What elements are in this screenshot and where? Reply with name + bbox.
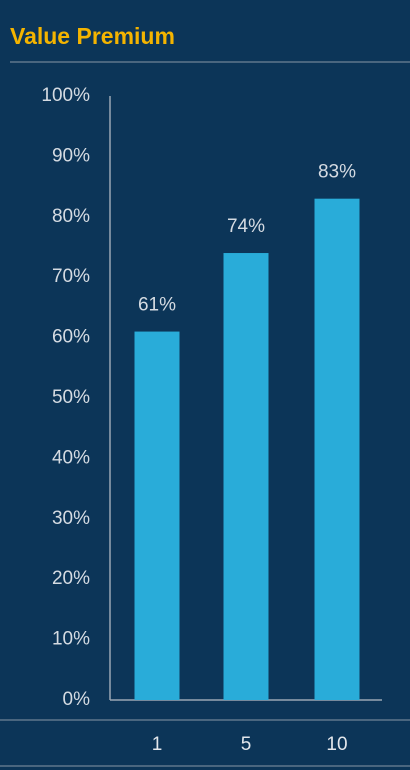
y-tick-label: 60% — [52, 327, 90, 348]
x-tick-label: 10 — [326, 734, 347, 755]
y-tick-label: 70% — [52, 266, 90, 287]
y-tick-label: 80% — [52, 206, 90, 227]
value-label: 61% — [138, 295, 176, 316]
value-label: 83% — [318, 162, 356, 183]
y-tick-label: 40% — [52, 447, 90, 468]
y-tick-label: 30% — [52, 508, 90, 529]
y-tick-label: 10% — [52, 629, 90, 650]
x-tick-label: 5 — [241, 734, 252, 755]
bar — [314, 198, 360, 700]
y-tick-label: 50% — [52, 387, 90, 408]
y-tick-label: 90% — [52, 145, 90, 166]
y-tick-label: 100% — [41, 85, 90, 106]
y-tick-label: 20% — [52, 568, 90, 589]
bar — [134, 331, 180, 700]
bar — [223, 253, 269, 701]
value-label: 74% — [227, 216, 265, 237]
chart-title: Value Premium — [10, 23, 175, 49]
x-tick-label: 1 — [152, 734, 163, 755]
y-tick-label: 0% — [63, 689, 91, 710]
